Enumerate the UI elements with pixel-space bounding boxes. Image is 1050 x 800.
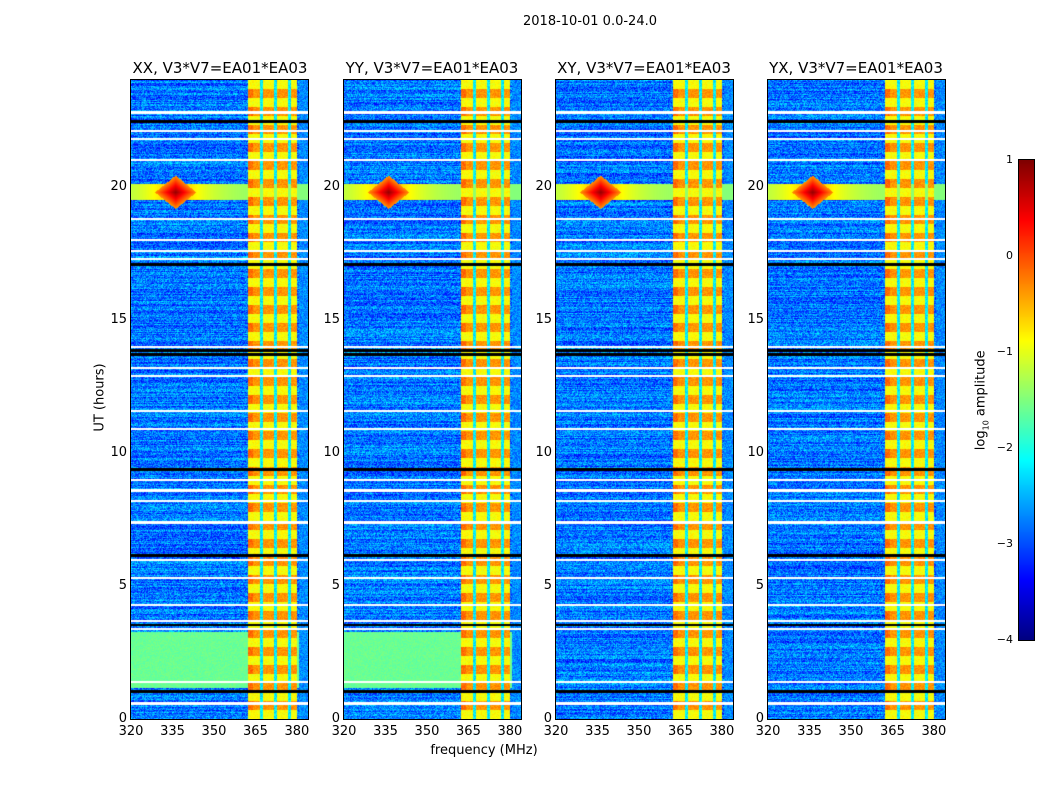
- x-tick-label: 380: [497, 724, 523, 739]
- y-tick-label: 0: [118, 711, 127, 726]
- x-tick-label: 365: [880, 724, 905, 739]
- colorbar-label-suffix: amplitude: [973, 350, 989, 421]
- y-tick-label: 0: [543, 711, 552, 726]
- x-tick-label: 335: [373, 724, 398, 739]
- colorbar-tick: −4: [996, 633, 1013, 646]
- y-tick-label: 0: [755, 711, 764, 726]
- colorbar-tick: −2: [996, 441, 1013, 454]
- panel-title-xy: XY, V3*V7=EA01*EA03: [557, 59, 731, 77]
- x-tick-label: 320: [755, 724, 781, 739]
- x-tick-label: 380: [709, 724, 735, 739]
- x-tick-label: 350: [838, 724, 864, 739]
- heatmap-yy: [344, 80, 521, 719]
- colorbar-tick: 1: [1006, 153, 1013, 166]
- y-tick-label: 10: [535, 444, 552, 460]
- heatmap-yx: [768, 80, 945, 719]
- heatmap-xx: [131, 80, 308, 719]
- y-tick-label: 20: [323, 178, 340, 194]
- colorbar-label-sub: 10: [981, 420, 991, 431]
- figure-title: 2018-10-01 0.0-24.0: [523, 14, 657, 29]
- x-tick-label: 380: [921, 724, 947, 739]
- y-tick-label: 20: [110, 178, 127, 194]
- heatmap-xy: [556, 80, 733, 719]
- y-axis-label: UT (hours): [92, 363, 108, 432]
- y-tick-label: 20: [747, 178, 764, 194]
- x-tick-label: 365: [668, 724, 693, 739]
- x-tick-label: 350: [414, 724, 440, 739]
- x-tick-label: 380: [284, 724, 310, 739]
- x-tick-label: 365: [456, 724, 481, 739]
- y-tick-label: 15: [747, 311, 764, 327]
- y-tick-label: 10: [323, 444, 340, 460]
- panel-title-xx: XX, V3*V7=EA01*EA03: [132, 59, 308, 77]
- x-tick-label: 350: [201, 724, 227, 739]
- x-tick-label: 350: [626, 724, 652, 739]
- panel-title-yx: YX, V3*V7=EA01*EA03: [769, 59, 943, 77]
- colorbar-tick: −1: [996, 345, 1013, 358]
- y-tick-label: 15: [535, 311, 552, 327]
- x-tick-label: 335: [585, 724, 610, 739]
- x-tick-label: 335: [797, 724, 822, 739]
- colorbar-tick: −3: [996, 537, 1013, 550]
- x-tick-label: 320: [543, 724, 569, 739]
- y-tick-label: 10: [110, 444, 127, 460]
- x-tick-label: 320: [331, 724, 357, 739]
- colorbar-label-log: log: [973, 430, 989, 451]
- y-tick-label: 5: [118, 577, 127, 593]
- panel-title-yy: YY, V3*V7=EA01*EA03: [345, 59, 519, 77]
- y-tick-label: 10: [747, 444, 764, 460]
- y-tick-label: 5: [543, 577, 552, 593]
- x-tick-label: 320: [118, 724, 144, 739]
- colorbar: [1019, 160, 1034, 640]
- colorbar-label: log10 amplitude: [974, 320, 991, 480]
- x-tick-label: 335: [160, 724, 185, 739]
- x-tick-label: 365: [243, 724, 268, 739]
- y-tick-label: 5: [755, 577, 764, 593]
- y-tick-label: 20: [535, 178, 552, 194]
- y-tick-label: 15: [110, 311, 127, 327]
- y-tick-label: 5: [331, 577, 340, 593]
- colorbar-tick: 0: [1006, 249, 1013, 262]
- y-tick-label: 0: [331, 711, 340, 726]
- x-axis-label: frequency (MHz): [430, 743, 538, 758]
- y-tick-label: 15: [323, 311, 340, 327]
